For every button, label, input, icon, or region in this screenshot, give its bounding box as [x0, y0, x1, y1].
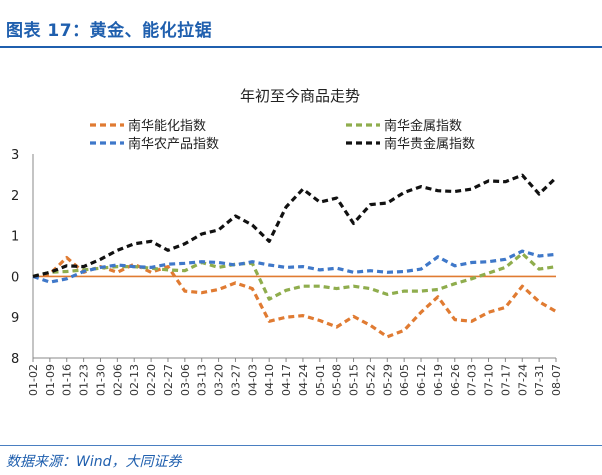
footer-divider — [0, 445, 602, 446]
x-tick-label: 06-26 — [449, 364, 462, 396]
series-line — [32, 249, 557, 284]
x-tick-label: 03-06 — [179, 364, 192, 396]
x-tick-label: 01-16 — [61, 364, 74, 396]
legend-label: 南华贵金属指数 — [384, 136, 475, 152]
line-chart: 年初至今商品走势 南华能化指数 南华金属指数 南华农产品指数 南华贵金属指数 8… — [11, 87, 563, 396]
x-tick-label: 05-15 — [348, 364, 361, 396]
x-tick-label: 07-24 — [516, 364, 529, 396]
x-tick-label: 05-08 — [331, 364, 344, 396]
x-tick-label: 03-27 — [229, 364, 242, 396]
series-line — [32, 252, 557, 301]
x-tick-label: 04-17 — [280, 364, 293, 396]
x-tick-label: 04-03 — [246, 364, 259, 396]
series-line — [32, 173, 558, 278]
x-tick-label: 06-19 — [432, 364, 445, 396]
x-tick-label: 06-12 — [415, 364, 428, 396]
y-tick-label: 8 — [11, 352, 19, 367]
y-tick-label: 3 — [11, 148, 19, 163]
legend-item: 南华金属指数 — [346, 118, 462, 134]
x-tick-label: 01-02 — [27, 364, 40, 396]
legend-item: 南华能化指数 — [90, 118, 206, 134]
y-tick-label: 2 — [11, 189, 19, 204]
x-tick-label: 07-03 — [466, 364, 479, 396]
series-line — [32, 256, 557, 339]
x-tick-label: 08-07 — [550, 364, 563, 396]
x-tick-label: 03-20 — [213, 364, 226, 396]
legend: 南华能化指数 南华金属指数 南华农产品指数 南华贵金属指数 — [90, 118, 475, 152]
y-tick-label: 9 — [11, 311, 19, 326]
source-note: 数据来源：Wind，大同证券 — [6, 454, 182, 470]
x-tick-label: 05-22 — [364, 364, 377, 396]
x-tick-label: 06-05 — [398, 364, 411, 396]
legend-item: 南华农产品指数 — [90, 136, 219, 152]
x-tick-label: 04-24 — [297, 364, 310, 396]
y-tick-label: 1 — [11, 230, 19, 245]
x-tick-label: 02-27 — [162, 364, 175, 396]
figure-title: 图表 17：黄金、能化拉锯 — [6, 21, 213, 41]
x-tick-label: 03-13 — [196, 364, 209, 396]
legend-item: 南华贵金属指数 — [346, 136, 475, 152]
x-tick-label: 05-01 — [314, 364, 327, 396]
x-tick-label: 02-13 — [128, 364, 141, 396]
x-tick-label: 01-30 — [94, 364, 107, 396]
header-divider — [0, 46, 602, 48]
x-tick-label: 01-09 — [44, 364, 57, 396]
x-tick-label: 07-31 — [533, 364, 546, 396]
x-tick-label: 07-10 — [483, 364, 496, 396]
x-tick-label: 01-23 — [78, 364, 91, 396]
legend-label: 南华能化指数 — [128, 118, 206, 134]
y-tick-label: 0 — [11, 270, 19, 285]
legend-label: 南华金属指数 — [384, 118, 462, 134]
x-tick-label: 02-20 — [145, 364, 158, 396]
x-tick-label: 05-29 — [381, 364, 394, 396]
x-tick-label: 02-06 — [111, 364, 124, 396]
chart-title: 年初至今商品走势 — [240, 87, 360, 105]
legend-label: 南华农产品指数 — [128, 136, 219, 152]
x-tick-label: 07-17 — [499, 364, 512, 396]
x-tick-label: 04-10 — [263, 364, 276, 396]
